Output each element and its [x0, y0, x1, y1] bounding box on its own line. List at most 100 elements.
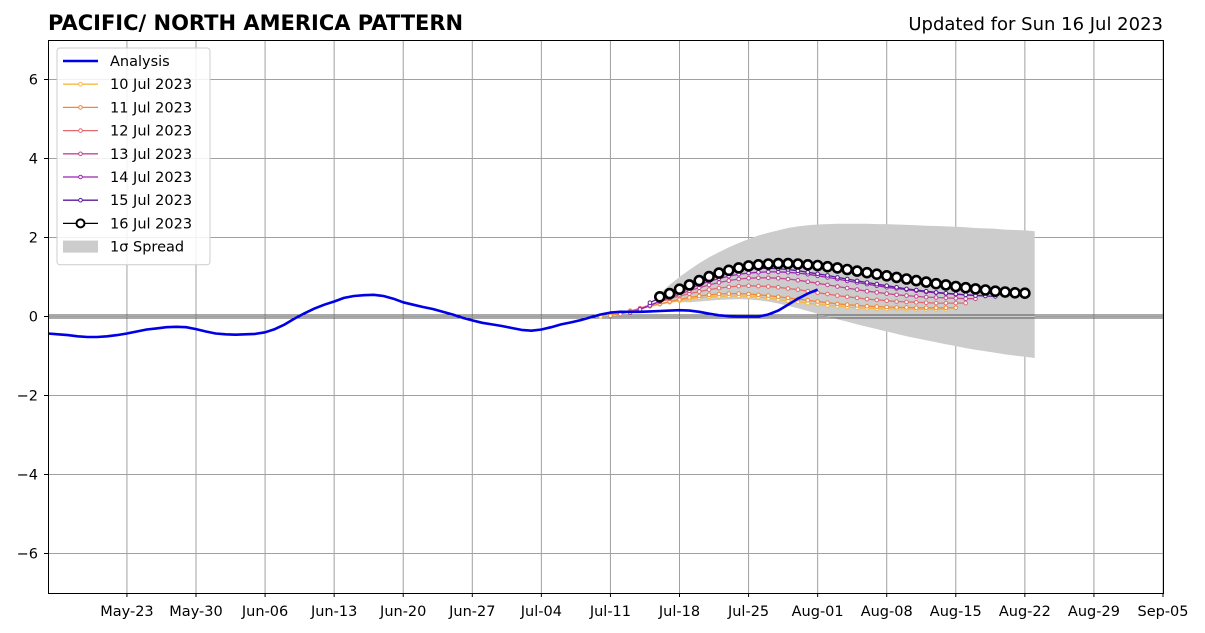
x-tick-label: Aug-15 — [930, 604, 982, 620]
series-point — [726, 278, 732, 283]
x-tick-label: Jul-25 — [727, 604, 769, 620]
legend-entry: 13 Jul 2023 — [63, 147, 192, 163]
series-point — [933, 300, 939, 306]
legend-label: 16 Jul 2023 — [110, 216, 192, 232]
series-point — [1009, 286, 1021, 299]
series-point — [815, 299, 820, 304]
series-point — [805, 279, 811, 285]
series-point — [706, 282, 712, 288]
series-point — [785, 286, 791, 291]
series-point — [766, 293, 771, 298]
series-point — [1019, 287, 1031, 300]
series-point — [999, 286, 1011, 298]
series-point — [910, 274, 923, 287]
series-point — [914, 294, 919, 299]
chart-subtitle: Updated for Sun 16 Jul 2023 — [908, 14, 1163, 35]
series-point — [821, 260, 834, 273]
series-point — [716, 291, 722, 297]
series-point — [775, 285, 781, 290]
y-tick-label: 4 — [29, 152, 38, 168]
legend-entry: 11 Jul 2023 — [63, 100, 192, 116]
series-point — [959, 281, 972, 294]
spread-band-area — [659, 223, 1035, 358]
series-point — [825, 300, 830, 306]
legend-entry: 16 Jul 2023 — [63, 216, 192, 232]
legend-label: 13 Jul 2023 — [110, 147, 192, 163]
series-point — [900, 273, 913, 285]
series-point — [835, 301, 840, 307]
legend-marker — [78, 81, 83, 87]
legend-entry: Analysis — [63, 54, 170, 70]
series-point — [874, 281, 880, 287]
series-point — [736, 291, 742, 296]
series-point — [811, 259, 824, 272]
series-point — [923, 294, 929, 300]
series-point — [716, 285, 722, 291]
legend-box — [56, 47, 211, 266]
series-point — [831, 262, 844, 274]
series-point — [696, 293, 702, 299]
series-point — [608, 313, 613, 319]
series-point — [949, 280, 962, 293]
series-point — [687, 295, 692, 300]
series-point — [756, 270, 761, 275]
series-point — [835, 293, 840, 298]
series-point — [815, 271, 820, 277]
series-point — [746, 270, 751, 276]
legend-entry: 15 Jul 2023 — [63, 193, 192, 209]
series-point — [864, 296, 870, 302]
legend-label: 14 Jul 2023 — [110, 170, 192, 186]
series-point — [940, 279, 952, 291]
series-point — [874, 297, 880, 303]
series-point — [933, 295, 939, 300]
series-point — [762, 258, 775, 270]
series-point — [953, 300, 959, 306]
series-point — [914, 287, 919, 293]
series-point — [864, 280, 870, 285]
x-tick-label: Jul-18 — [658, 604, 700, 620]
legend-marker — [78, 105, 83, 110]
series-point — [706, 292, 712, 298]
series-point — [736, 283, 742, 289]
legend: Analysis 10 Jul 2023 11 Jul 2023 12 Jul 202… — [56, 47, 211, 266]
series-point — [884, 298, 890, 304]
legend-marker — [78, 197, 83, 203]
series-point — [894, 305, 899, 310]
series-point — [844, 302, 850, 308]
x-tick-label: May-23 — [100, 604, 153, 620]
x-axis: May-23 May-30 Jun-06 Jun-13 Jun-20 Jun-27 Jul-… — [100, 593, 1189, 620]
series-point — [943, 300, 949, 306]
series-point — [884, 283, 890, 289]
series-point — [874, 304, 880, 309]
series-point — [904, 305, 909, 310]
series-point — [864, 288, 870, 294]
series-point — [894, 292, 899, 298]
x-tick-label: Aug-01 — [792, 604, 844, 620]
series-point — [854, 303, 860, 308]
series-point — [841, 263, 854, 276]
series-point — [756, 275, 761, 281]
series-point — [963, 292, 969, 298]
series-point — [732, 262, 745, 274]
y-tick-label: −2 — [17, 389, 38, 405]
x-tick-label: Jun-27 — [448, 604, 495, 620]
series-point — [805, 270, 811, 275]
series-point — [933, 290, 939, 295]
series-point — [864, 303, 870, 309]
series-point — [673, 283, 686, 296]
series-point — [844, 285, 850, 291]
series-point — [989, 285, 1002, 298]
series-point — [756, 283, 761, 289]
series-point — [766, 284, 771, 289]
series-point — [953, 305, 959, 311]
series-point — [742, 260, 755, 272]
series-point — [825, 273, 830, 278]
series-point — [854, 295, 860, 301]
series-point — [894, 299, 899, 304]
series-point — [835, 275, 840, 280]
x-tick-label: Jul-11 — [589, 604, 631, 620]
series-point — [815, 290, 820, 296]
series-point — [894, 285, 899, 290]
series-point — [835, 284, 840, 289]
series-point — [647, 300, 653, 306]
